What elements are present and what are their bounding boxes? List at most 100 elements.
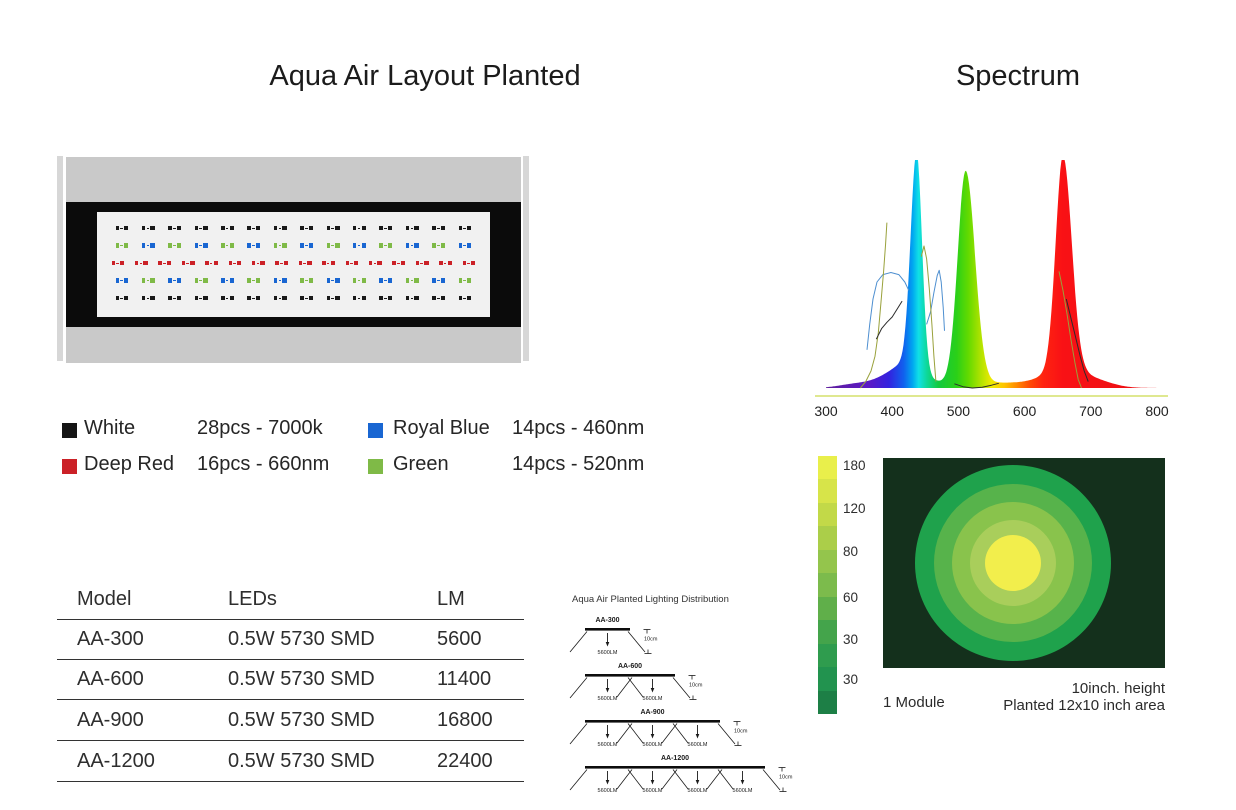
legend-label: White [84,417,136,439]
led-white [194,295,208,301]
svg-text:500: 500 [947,403,971,419]
table-row: AA-600 0.5W 5730 SMD 11400 [57,660,524,700]
svg-text:5600LM: 5600LM [733,788,753,794]
colorbar-step [818,667,837,691]
led-white [273,225,287,231]
led-deep_red [322,260,336,266]
svg-text:AA-900: AA-900 [640,709,664,716]
led-green [115,243,129,248]
svg-text:10cm: 10cm [734,729,748,735]
legend-swatch [62,459,77,474]
fixture-bracket-right [523,156,529,361]
led-green [141,278,155,283]
colorbar-step [818,502,837,527]
led-white [326,225,340,231]
svg-text:800: 800 [1145,403,1169,419]
scale-label: 80 [843,544,859,559]
led-royal_blue [194,243,208,248]
led-deep_red [111,260,125,266]
scale-label: 180 [843,458,866,473]
svg-text:700: 700 [1079,403,1103,419]
colorbar-step [818,456,837,480]
table-cell: 11400 [437,668,492,690]
led-green [247,278,261,283]
table-header-cell: LM [437,588,465,610]
colorbar-step [818,643,837,668]
led-deep_red [205,260,219,266]
led-white [141,295,155,301]
table-cell: AA-1200 [77,750,155,772]
led-green [405,278,419,283]
led-white [458,295,472,301]
legend-value: 28pcs - 7000k [197,417,323,439]
led-white [141,225,155,231]
module-caption: 1 Module [883,694,945,711]
led-deep_red [345,260,359,266]
table-cell: 0.5W 5730 SMD [228,750,375,772]
led-white [221,225,235,231]
lighting-distribution-diagrams: AA-300 5600LM 10cm AA-600 5600LM 5600LM 10cm AA… [569,617,793,794]
led-white [458,225,472,231]
legend-swatch [62,423,77,438]
table-cell: 0.5W 5730 SMD [228,628,375,650]
led-green [300,278,314,283]
led-deep_red [228,260,242,266]
table-cell: 0.5W 5730 SMD [228,668,375,690]
led-white [115,295,129,301]
table-row: AA-1200 0.5W 5730 SMD 22400 [57,741,524,782]
led-white [300,225,314,231]
led-royal_blue [432,278,446,283]
led-royal_blue [300,243,314,248]
scale-label: 120 [843,501,866,516]
svg-text:5600LM: 5600LM [688,788,708,794]
intensity-colorbar [818,456,837,714]
led-royal_blue [141,243,155,248]
colorbar-step [818,596,837,621]
table-cell: 22400 [437,750,493,772]
table-cell: AA-900 [77,709,144,731]
led-royal_blue [247,243,261,248]
led-deep_red [181,260,195,266]
led-royal_blue [352,243,366,248]
led-deep_red [439,260,453,266]
light-distribution-map [883,458,1165,668]
table-cell: AA-600 [77,668,144,690]
led-green [273,243,287,248]
led-white [168,225,182,231]
svg-text:10cm: 10cm [644,637,658,643]
svg-text:600: 600 [1013,403,1037,419]
svg-text:10cm: 10cm [689,683,703,689]
scale-label: 60 [843,590,859,605]
led-white [326,295,340,301]
table-cell: 16800 [437,709,493,731]
table-row: AA-900 0.5W 5730 SMD 16800 [57,700,524,741]
colorbar-step [818,620,837,644]
led-deep_red [158,260,172,266]
led-green [194,278,208,283]
colorbar-step [818,479,837,503]
svg-text:5600LM: 5600LM [598,788,618,794]
led-white [221,295,235,301]
height-caption: 10inch. height [1071,680,1165,697]
svg-text:10cm: 10cm [779,775,793,781]
led-deep_red [298,260,312,266]
led-deep_red [368,260,382,266]
led-white [405,225,419,231]
led-white [115,225,129,231]
led-green [326,243,340,248]
diagrams-title: Aqua Air Planted Lighting Distribution [572,594,729,605]
svg-text:AA-600: AA-600 [618,663,642,670]
svg-text:5600LM: 5600LM [598,696,618,702]
led-white [352,225,366,231]
led-royal_blue [458,243,472,248]
svg-text:5600LM: 5600LM [643,788,663,794]
colorbar-step [818,690,837,714]
led-fixture-image [57,156,530,364]
svg-text:5600LM: 5600LM [598,650,618,656]
svg-text:AA-300: AA-300 [595,617,619,624]
led-white [194,225,208,231]
led-green [168,243,182,248]
table-cell: AA-300 [77,628,144,650]
scale-label: 30 [843,632,859,647]
